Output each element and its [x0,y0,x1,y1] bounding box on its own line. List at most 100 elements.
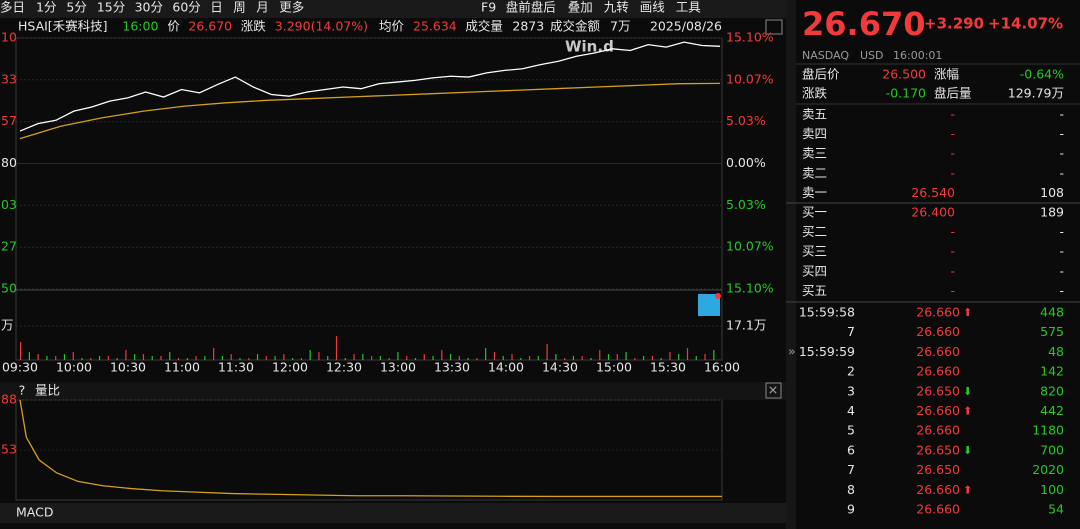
volume-bar [169,352,171,360]
field-value: 26.500 [882,67,926,82]
volume-bar [581,356,583,360]
volume-bar [28,352,30,360]
volume-bar [520,358,522,360]
volume-bar [134,354,136,360]
book-qty: - [1059,283,1064,298]
period-tab[interactable]: 60分 [172,0,200,15]
trade-qty: 575 [1040,324,1064,339]
volume-bar [590,358,592,360]
macd-label[interactable]: MACD [16,505,53,520]
volume-bar [388,358,390,360]
info-time: 16:00 [122,19,158,34]
trade-time: 8 [847,482,855,497]
ratio-help[interactable]: ? [19,383,26,398]
close-button[interactable] [765,382,782,399]
volume-bar [423,354,425,360]
book-price: - [950,283,955,298]
trade-qty: 820 [1040,383,1064,398]
trade-qty: 1180 [1032,423,1064,438]
book-qty: - [1059,107,1064,122]
x-tick-label: 16:00 [704,360,740,375]
period-tab[interactable]: 30分 [135,0,163,15]
period-tab[interactable]: 周 [233,0,246,15]
volume-bar [511,354,513,360]
book-level: 卖五 [802,107,827,122]
trade-price: 26.650 [916,462,960,477]
widget-icon[interactable] [698,294,720,316]
trade-price: 26.660 [916,502,960,517]
book-level: 买四 [802,263,827,278]
x-tick-label: 10:00 [56,360,92,375]
period-tab[interactable]: 更多 [279,0,304,15]
volume-bar [274,356,276,360]
price-line [19,41,721,132]
book-qty: - [1059,165,1064,180]
volume-bar [256,354,259,360]
tool-button[interactable]: 工具 [676,0,702,15]
book-qty: - [1059,244,1064,259]
volume-bar [98,356,101,360]
trade-time: 2 [847,364,855,379]
volume-bar [107,356,109,360]
trade-arrow: ⬇ [963,444,972,457]
volume-bar [353,354,355,360]
book-level: 买二 [802,224,827,239]
period-tab[interactable]: 日 [210,0,223,15]
period-tab[interactable]: 1分 [36,0,56,15]
y-tick-label: 03 [1,197,17,212]
book-price: - [950,263,955,278]
field-value: -0.170 [886,86,926,101]
book-qty: 189 [1040,205,1064,220]
tool-button[interactable]: 叠加 [568,0,593,15]
volume-bar [441,350,443,360]
trade-time: 5 [847,423,855,438]
volume-bar [230,354,232,360]
trade-arrow: ⬇ [963,385,972,398]
volume-bar [265,356,267,360]
tool-button[interactable]: 画线 [640,0,666,15]
y2-tick-label: 0.00% [726,155,766,170]
y-tick-label: 57 [1,113,17,128]
ratio-tick-label: 88 [1,392,17,407]
volume-bar [634,358,636,360]
tool-button[interactable]: 盘前盘后 [506,0,556,15]
book-price: - [950,146,955,161]
collapse[interactable]: » [788,344,796,359]
volume-tick-label: 17.1万 [726,318,766,333]
y2-tick-label: 5.03% [726,113,766,128]
book-price: 26.540 [911,185,955,200]
y2-tick-label: 10.07% [726,71,774,86]
volume-bar [713,350,715,360]
volume-bar [467,358,469,360]
trade-qty: 142 [1040,364,1064,379]
book-level: 卖二 [802,165,827,180]
volume-bar [572,356,575,360]
book-price: - [950,165,955,180]
wp-icon[interactable] [765,19,783,35]
volume-bar [204,356,206,360]
close-icon[interactable]: ✕ [768,383,778,398]
y-tick-label: 10 [1,30,17,45]
volume-bar [695,356,697,360]
book-price: - [950,126,955,141]
currency: USD [860,49,884,62]
volume-bar [327,356,329,360]
period-tab[interactable]: 5分 [66,0,86,15]
x-tick-label: 15:00 [596,360,632,375]
tool-button[interactable]: 九转 [604,0,629,15]
trade-qty: 48 [1048,344,1064,359]
book-qty: 108 [1040,185,1064,200]
volume-bar [686,348,689,360]
x-tick-label: 13:30 [434,360,470,375]
y2-tick-label: 10.07% [726,239,774,254]
period-tab[interactable]: 月 [256,0,269,15]
volume-bar [125,350,127,360]
period-tab[interactable]: 15分 [97,0,125,15]
volume-bar [537,356,539,360]
volume-bar [90,358,92,360]
book-level: 卖三 [802,146,827,161]
volume-bar [485,348,487,360]
tool-button[interactable]: F9 [481,0,496,15]
period-tab[interactable]: 多日 [0,0,25,15]
divider [786,0,796,529]
